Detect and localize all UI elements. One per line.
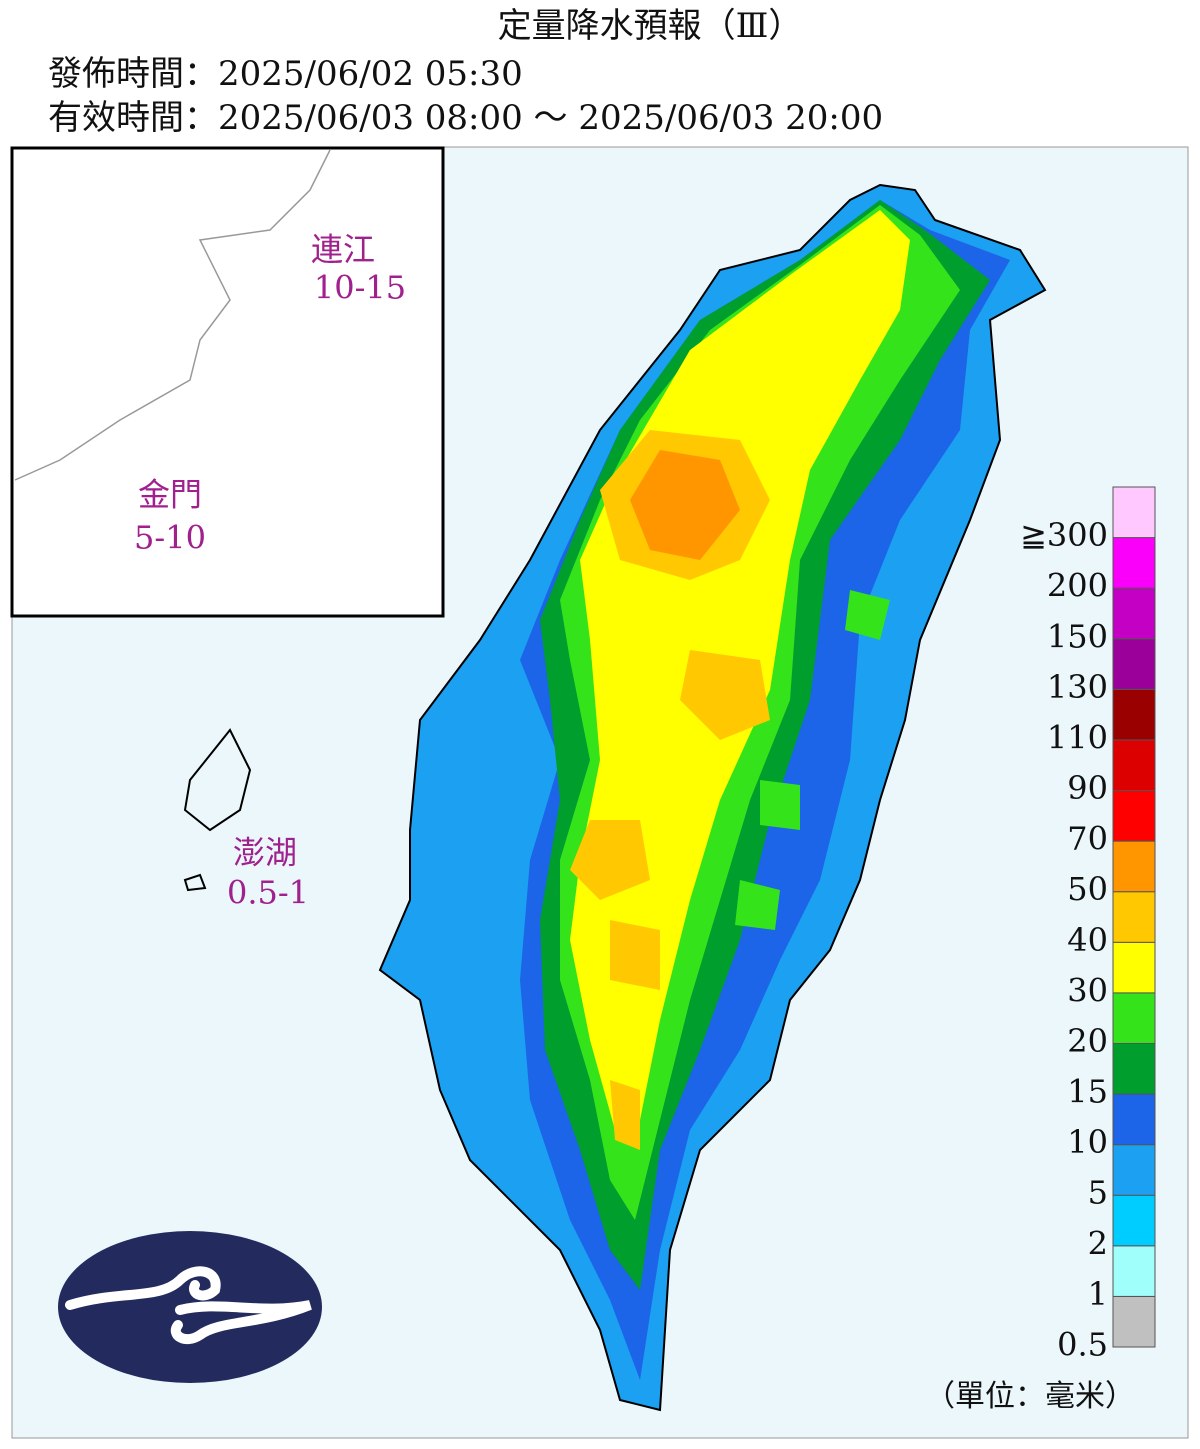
- legend-label: 10: [1067, 1123, 1108, 1161]
- legend-label: 20: [1067, 1022, 1108, 1060]
- legend-label: 110: [1047, 718, 1108, 756]
- island-value: 0.5-1: [227, 874, 309, 912]
- legend-label: 0.5: [1057, 1326, 1108, 1364]
- legend-label: 15: [1067, 1073, 1108, 1111]
- china-coast: [14, 149, 331, 481]
- legend-swatch: [1112, 688, 1156, 741]
- penghu: [183, 728, 252, 892]
- legend-swatch: [1112, 1042, 1156, 1095]
- legend-label: 50: [1067, 870, 1108, 908]
- island-name: 連江: [311, 231, 375, 269]
- legend-label: 40: [1067, 921, 1108, 959]
- legend-swatch: [1112, 537, 1156, 589]
- island-value: 5-10: [134, 519, 206, 557]
- legend-swatch: [1112, 739, 1156, 792]
- legend: 0.5 1 2 5 10 15 20 30 40 50 70 90 110 130 150 200 ≧300: [1020, 486, 1156, 1364]
- island-value: 10-15: [314, 269, 406, 307]
- legend-label: 30: [1067, 971, 1108, 1009]
- legend-swatch: [1112, 1245, 1156, 1297]
- legend-swatch: [1112, 587, 1156, 640]
- legend-swatch: [1112, 891, 1156, 943]
- inset-box: [10, 146, 445, 618]
- legend-swatch: [1112, 1295, 1156, 1348]
- legend-label: 5: [1088, 1174, 1108, 1212]
- island-name: 金門: [138, 476, 202, 514]
- legend-label: 90: [1067, 769, 1108, 807]
- legend-swatch: [1112, 1194, 1156, 1247]
- title: 定量降水預報（Ⅲ）: [498, 6, 803, 46]
- unit-label: （單位：毫米）: [925, 1379, 1135, 1414]
- logo: [58, 1231, 322, 1383]
- legend-swatch: [1112, 790, 1156, 842]
- legend-swatch: [1112, 992, 1156, 1044]
- legend-label: 150: [1047, 617, 1108, 655]
- legend-swatch: [1112, 486, 1156, 539]
- legend-swatch: [1112, 941, 1156, 994]
- legend-label: 2: [1088, 1224, 1108, 1262]
- island-name: 澎湖: [233, 834, 297, 872]
- legend-label: 70: [1067, 820, 1108, 858]
- taiwan: [378, 183, 1047, 1412]
- legend-label: 200: [1047, 567, 1108, 605]
- legend-label: 1: [1088, 1275, 1108, 1313]
- legend-label: ≧300: [1020, 516, 1108, 554]
- issue-time: 發佈時間：2025/06/02 05:30: [48, 54, 523, 94]
- valid-time: 有效時間：2025/06/03 08:00 ～ 2025/06/03 20:00: [48, 98, 883, 138]
- legend-swatch: [1112, 638, 1156, 690]
- legend-swatch: [1112, 840, 1156, 893]
- legend-label: 130: [1047, 668, 1108, 706]
- legend-swatch: [1112, 1093, 1156, 1146]
- legend-swatch: [1112, 1144, 1156, 1196]
